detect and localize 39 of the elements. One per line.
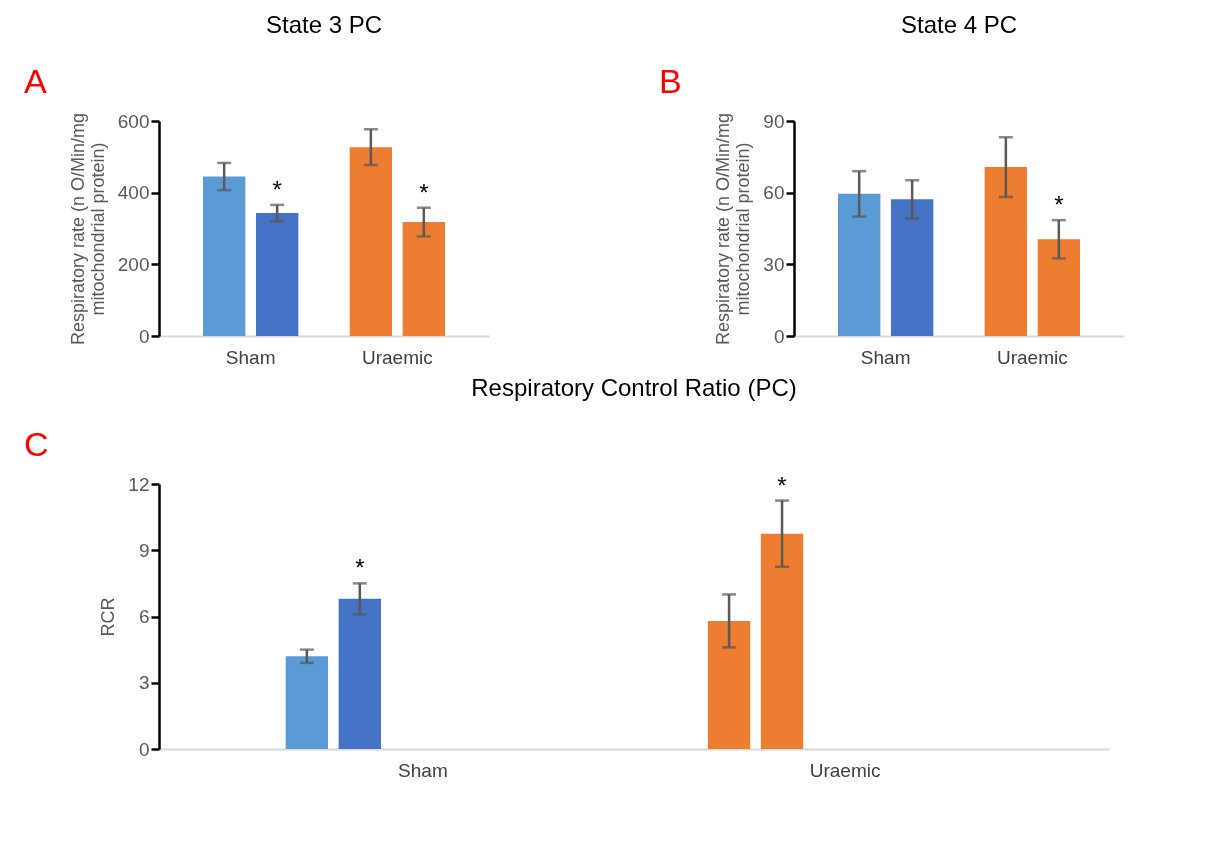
x-tick-label: Uraemic (361, 346, 433, 368)
text: C (24, 425, 49, 463)
y-axis-title: Respiratory rate (n O/Min/mg mitochondrial protein) (67, 112, 108, 346)
x-tick-label: Sham (860, 346, 911, 368)
y-axis-title: Respiratory rate (n O/Min/mg mitochondrial protein) (713, 112, 754, 346)
bar (838, 193, 881, 336)
text: B (659, 62, 682, 100)
data-label: * (419, 178, 429, 206)
bar (890, 199, 934, 336)
data-label: * (355, 554, 365, 582)
y-tick-label: 400 (117, 182, 150, 204)
chart-title: State 4 PC (900, 11, 1018, 38)
bar (203, 176, 246, 336)
y-tick-label: 200 (117, 253, 150, 275)
data-label: * (1054, 191, 1064, 219)
y-tick-label: 6 (138, 606, 150, 627)
chart-title: State 3 PC (265, 11, 383, 38)
bar (285, 656, 329, 749)
y-axis-title: RCR (98, 597, 119, 637)
chart-title: Respiratory Control Ratio (PC) (471, 374, 797, 401)
y-tick-label: 600 (117, 110, 150, 132)
data-label: * (272, 175, 282, 203)
y-tick-label: 3 (138, 672, 150, 694)
bar (255, 213, 299, 336)
text: A (24, 62, 47, 100)
x-tick-label: Sham (225, 346, 276, 368)
data-label: * (777, 471, 787, 499)
y-tick-label: 90 (763, 110, 785, 132)
x-tick-label: Sham (398, 759, 448, 781)
y-tick-label: 0 (138, 325, 150, 347)
y-tick-label: 30 (763, 253, 785, 275)
y-tick-label: 60 (763, 182, 785, 204)
bar (338, 598, 381, 749)
x-tick-label: Uraemic (996, 346, 1068, 368)
y-tick-label: 0 (773, 325, 785, 347)
y-tick-label: 12 (128, 473, 150, 495)
y-tick-label: 9 (138, 539, 150, 561)
x-tick-label: Uraemic (809, 759, 881, 781)
y-tick-label: 0 (138, 738, 150, 760)
